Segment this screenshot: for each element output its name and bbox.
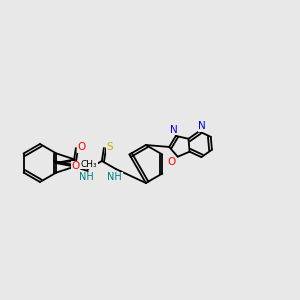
Text: O: O (168, 157, 176, 167)
Text: O: O (78, 142, 86, 152)
Text: NH: NH (107, 172, 122, 182)
Text: N: N (170, 125, 178, 135)
Text: S: S (106, 142, 113, 152)
Text: NH: NH (80, 172, 94, 182)
Text: CH₃: CH₃ (80, 160, 97, 169)
Text: N: N (198, 122, 206, 131)
Text: O: O (71, 161, 80, 171)
